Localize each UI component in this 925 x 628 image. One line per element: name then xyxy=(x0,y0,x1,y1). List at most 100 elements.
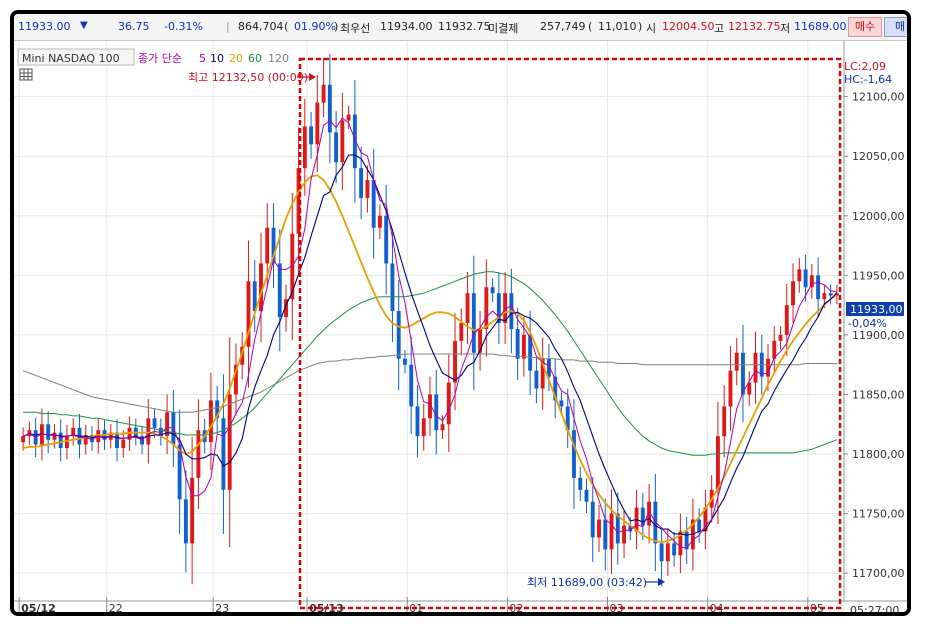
candle-body xyxy=(259,263,263,312)
candle-body xyxy=(284,299,288,318)
candle-body xyxy=(271,227,276,264)
candle-body xyxy=(753,352,758,383)
ma60-line xyxy=(23,271,838,456)
candle-body xyxy=(465,293,470,323)
candle-body xyxy=(628,525,633,532)
candle-body xyxy=(27,430,32,437)
candle-body xyxy=(71,427,76,437)
y-tick-label: 11850,00 xyxy=(852,388,905,401)
candle-body xyxy=(365,180,370,198)
sell-button[interactable]: 매 xyxy=(884,17,907,37)
candle-body xyxy=(703,507,708,532)
candle-body xyxy=(540,358,545,389)
candle-body xyxy=(277,263,282,318)
candle-body xyxy=(816,275,821,300)
ma60-label: 60 xyxy=(248,52,262,65)
candle-body xyxy=(478,328,483,353)
candle-body xyxy=(615,513,620,544)
time-label: 05:27:00 xyxy=(850,604,899,616)
candle-body xyxy=(315,102,320,145)
candle-body xyxy=(809,275,814,288)
candle-body xyxy=(734,352,739,371)
ma120-label: 120 xyxy=(268,52,289,65)
candle-body xyxy=(546,358,551,377)
candle-body xyxy=(39,424,44,445)
candle-body xyxy=(334,132,339,163)
y-tick-label: 11750,00 xyxy=(852,508,905,521)
candle-body xyxy=(672,543,677,556)
candle-body xyxy=(296,168,301,234)
ma10-label: 10 xyxy=(210,52,224,65)
candle-body xyxy=(484,287,489,329)
candle-body xyxy=(321,84,326,103)
candle-body xyxy=(127,427,132,440)
candle-body xyxy=(65,436,69,449)
price-value: 11933.00 xyxy=(18,20,71,33)
low-value: 11689.00 xyxy=(794,20,847,33)
hc-label: HC:-1,64 xyxy=(844,73,892,86)
candle-body xyxy=(565,406,570,431)
chart-window: 11933.00 ▼ 36.75 -0.31% | 864,704 ( 01.9… xyxy=(10,10,911,616)
candle-body xyxy=(828,293,833,296)
candle-body xyxy=(290,233,295,300)
best-bid-1: 11934.00 xyxy=(380,20,433,33)
candle-body xyxy=(384,215,389,264)
current-price-tag xyxy=(846,302,904,316)
candle-body xyxy=(215,400,220,419)
quote-bar: 11933.00 ▼ 36.75 -0.31% | 864,704 ( 01.9… xyxy=(14,14,907,41)
down-arrow-icon: ▼ xyxy=(80,20,88,31)
candle-body xyxy=(640,507,645,526)
candle-body xyxy=(371,180,376,228)
ma5-line xyxy=(22,117,837,549)
candle-body xyxy=(165,412,170,437)
y-tick-label: 11900,00 xyxy=(852,329,905,342)
candle-body xyxy=(240,346,245,365)
open-interest-value: 257,749 xyxy=(540,20,586,33)
right-arrow-icon xyxy=(658,578,665,586)
candle-body xyxy=(684,531,689,550)
candle-body xyxy=(190,477,195,544)
x-tick-label: 23 xyxy=(215,602,229,615)
candle-body xyxy=(590,501,595,538)
open-interest-change: 11,010 xyxy=(598,20,637,33)
symbol-box[interactable] xyxy=(17,48,135,66)
x-tick-label: 22 xyxy=(109,602,123,615)
candles xyxy=(21,53,839,587)
candle-body xyxy=(83,434,88,445)
candle-body xyxy=(528,334,533,371)
candle-body xyxy=(803,269,808,288)
candle-body xyxy=(722,406,727,437)
change-value: 36.75 xyxy=(118,20,150,33)
candle-body xyxy=(327,84,332,133)
open-interest-label: 미결제 xyxy=(488,22,519,35)
candle-body xyxy=(140,436,145,445)
candle-body xyxy=(302,126,307,169)
candle-body xyxy=(766,358,770,377)
candle-body xyxy=(584,489,589,502)
candle-body xyxy=(496,293,501,323)
candle-body xyxy=(421,418,426,437)
candle-body xyxy=(340,120,345,163)
candle-body xyxy=(459,323,464,341)
y-tick-label: 11700,00 xyxy=(852,567,905,580)
table-icon[interactable] xyxy=(19,68,33,81)
candle-body xyxy=(352,114,357,169)
candle-body xyxy=(772,340,777,359)
current-price-label: 11933,00 xyxy=(850,303,903,316)
low-label: 저 xyxy=(780,22,791,35)
candle-body xyxy=(90,434,94,443)
buy-button[interactable]: 매수 xyxy=(848,17,882,37)
y-axis: 12100,00 12050,00 12000,00 11950,00 11900,00… xyxy=(844,91,905,580)
candle-body xyxy=(121,439,126,449)
candle-body xyxy=(183,499,188,544)
candle-body xyxy=(778,334,783,341)
candle-body xyxy=(784,305,789,335)
candle-body xyxy=(246,281,251,347)
low-annotation: 최저 11689,00 (03:42) xyxy=(527,576,647,589)
candle-body xyxy=(715,436,720,490)
y-tick-label: 12050,00 xyxy=(852,150,905,163)
candle-body xyxy=(265,227,270,264)
ma20-label: 20 xyxy=(229,52,243,65)
candle-body xyxy=(534,370,539,389)
candle-body xyxy=(678,531,683,556)
